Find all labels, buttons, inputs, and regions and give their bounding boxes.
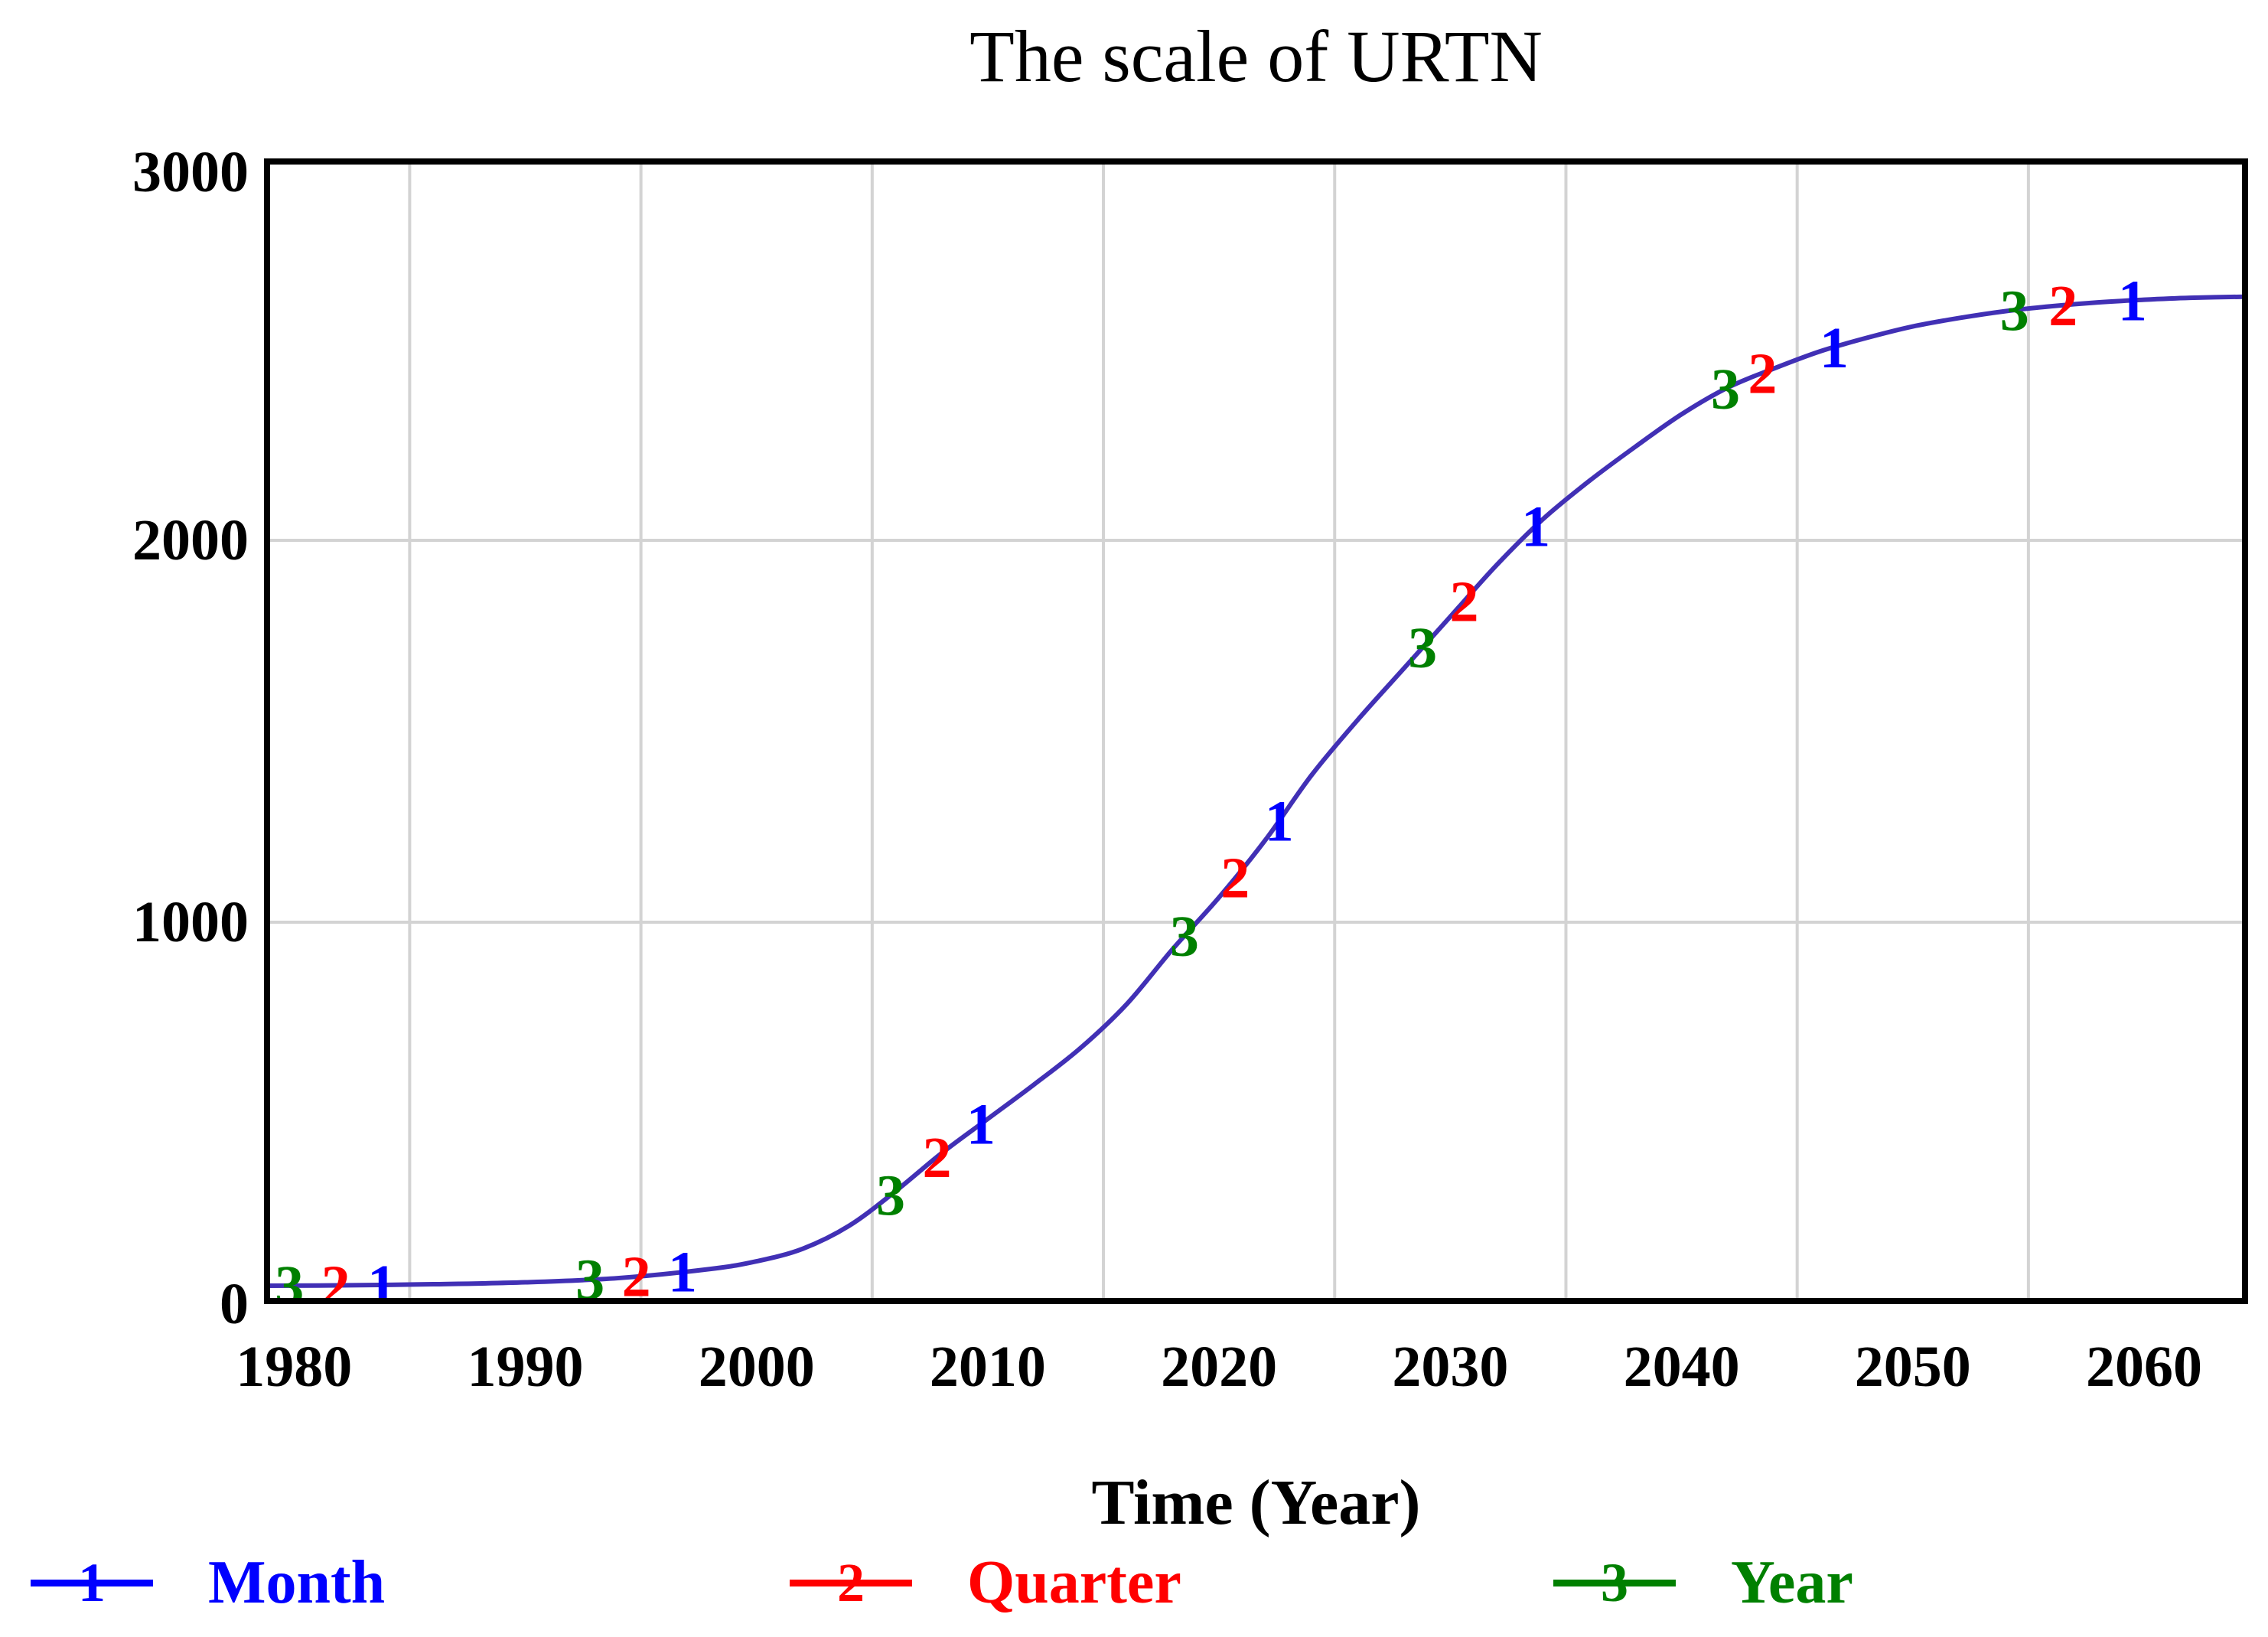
legend-item-year: 3 Year: [1553, 1544, 1853, 1621]
series-marker-month: 1: [668, 1241, 697, 1304]
series-marker-quarter: 2: [321, 1254, 350, 1304]
series-marker-quarter: 2: [1449, 570, 1478, 634]
legend-line-icon: 1: [31, 1544, 153, 1621]
y-tick-label: 1000: [132, 890, 249, 954]
series-marker-year: 3: [275, 1254, 304, 1304]
x-tick-label: 2050: [1854, 1335, 1971, 1399]
series-marker-quarter: 2: [922, 1126, 951, 1190]
legend-line: [31, 1580, 153, 1586]
legend-item-quarter: 2 Quarter: [790, 1544, 1181, 1621]
x-tick-label: 2040: [1623, 1335, 1740, 1399]
legend: 1 Month 2 Quarter 3 Year: [0, 1544, 2268, 1632]
x-tick-label: 2030: [1392, 1335, 1509, 1399]
series-marker-quarter: 2: [2048, 274, 2077, 338]
series-marker-quarter: 2: [622, 1245, 651, 1304]
x-tick-label: 2010: [929, 1335, 1046, 1399]
x-tick-label: 1990: [467, 1335, 584, 1399]
y-tick-label: 3000: [132, 140, 249, 204]
series-marker-month: 1: [966, 1093, 996, 1157]
legend-line: [1553, 1580, 1676, 1586]
series-marker-year: 3: [1711, 357, 1740, 422]
x-tick-label: 1980: [236, 1335, 353, 1399]
series-marker-month: 1: [1265, 789, 1294, 853]
series-marker-quarter: 2: [1748, 342, 1777, 406]
y-tick-label: 2000: [132, 508, 249, 572]
y-tick-label: 0: [220, 1272, 249, 1336]
series-marker-year: 3: [876, 1163, 905, 1228]
legend-line: [790, 1580, 912, 1586]
series-marker-month: 1: [1820, 316, 1849, 380]
series-marker-month: 1: [1521, 495, 1550, 559]
legend-label: Quarter: [967, 1548, 1181, 1616]
legend-item-month: 1 Month: [31, 1544, 385, 1621]
series-marker-year: 3: [1170, 905, 1199, 969]
legend-line-icon: 3: [1553, 1544, 1676, 1621]
plot-frame: [264, 158, 2248, 1304]
series-marker-quarter: 2: [1220, 846, 1250, 910]
x-tick-label: 2020: [1161, 1335, 1278, 1399]
legend-label: Year: [1731, 1548, 1853, 1616]
series-marker-year: 3: [575, 1248, 604, 1304]
x-tick-label: 2060: [2086, 1335, 2202, 1399]
x-axis-title: Time (Year): [1091, 1467, 1421, 1538]
chart-title: The scale of URTN: [969, 15, 1543, 97]
legend-line-icon: 2: [790, 1544, 912, 1621]
data-curve: [264, 294, 2248, 1289]
legend-label: Month: [208, 1548, 386, 1616]
series-marker-year: 3: [1408, 616, 1437, 680]
series-marker-month: 1: [2118, 269, 2147, 334]
series-marker-year: 3: [2000, 279, 2029, 343]
series-marker-month: 1: [367, 1254, 396, 1304]
x-tick-label: 2000: [698, 1335, 815, 1399]
